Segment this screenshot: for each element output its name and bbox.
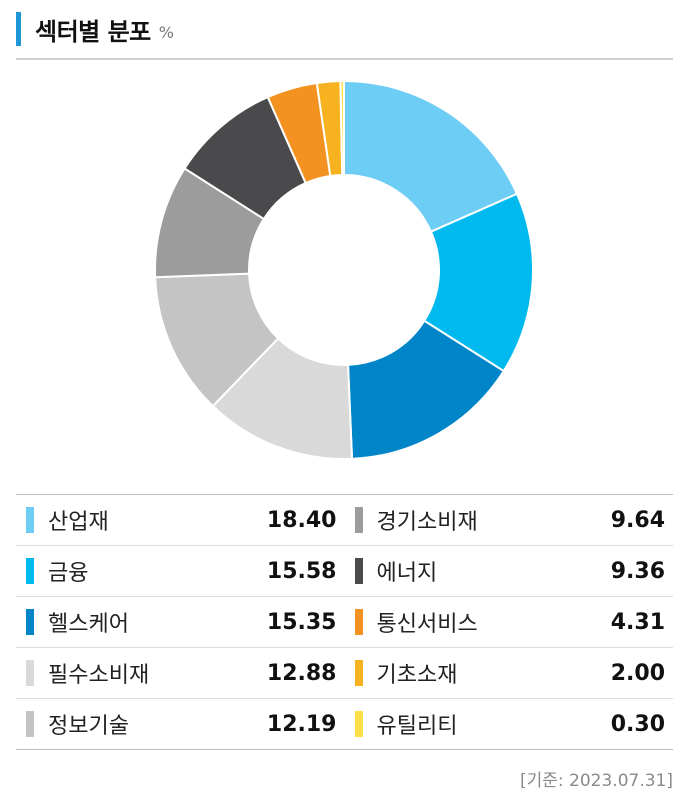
legend-label: 금융 (48, 561, 89, 586)
legend-row: 산업재 18.40 경기소비재 9.64 (16, 495, 673, 546)
legend-row: 정보기술 12.19 유틸리티 0.30 (16, 699, 673, 750)
legend-value: 4.31 (610, 609, 665, 635)
legend-item: 기초소재 2.00 (345, 648, 674, 698)
legend-swatch (26, 558, 34, 584)
legend-table: 산업재 18.40 경기소비재 9.64 금융 15.58 에너지 9.36 헬스케어 15.35… (16, 494, 673, 750)
legend-value: 12.19 (266, 711, 337, 737)
legend-label: 기초소재 (376, 663, 458, 688)
legend-item: 금융 15.58 (16, 546, 345, 596)
slice-10 (339, 79, 345, 177)
legend-value: 2.00 (610, 660, 665, 686)
legend-value: 15.35 (266, 609, 337, 635)
legend-swatch (26, 609, 34, 635)
donut-chart (154, 79, 534, 460)
legend-swatch (26, 507, 34, 533)
legend-item: 헬스케어 15.35 (16, 597, 345, 647)
legend-value: 18.40 (266, 507, 337, 533)
legend-row: 금융 15.58 에너지 9.36 (16, 546, 673, 597)
legend-value: 9.64 (610, 507, 665, 533)
legend-item: 필수소비재 12.88 (16, 648, 345, 698)
legend-swatch (354, 660, 363, 686)
slice-1 (343, 79, 519, 234)
chart-title: 섹터별 분포 (35, 17, 151, 46)
legend-swatch (26, 711, 34, 737)
legend-value: 0.30 (610, 711, 665, 737)
legend-swatch (354, 609, 363, 635)
legend-label: 정보기술 (48, 714, 129, 739)
legend-label: 통신서비스 (376, 612, 478, 637)
legend-item: 산업재 18.40 (16, 495, 345, 545)
legend-label: 산업재 (48, 510, 109, 535)
legend-swatch (354, 558, 363, 584)
legend-row: 헬스케어 15.35 통신서비스 4.31 (16, 597, 673, 648)
legend-swatch (26, 660, 34, 686)
title-accent-bar (16, 12, 21, 46)
reference-date: [기준: 2023.07.31] (519, 771, 673, 791)
legend-label: 경기소비재 (376, 510, 478, 535)
legend-row: 필수소비재 12.88 기초소재 2.00 (16, 648, 673, 699)
legend-label: 유틸리티 (376, 714, 458, 739)
legend-item: 유틸리티 0.30 (345, 699, 674, 749)
legend-label: 필수소비재 (48, 663, 150, 688)
legend-item: 통신서비스 4.31 (345, 597, 674, 647)
title-divider (16, 58, 673, 60)
legend-value: 15.58 (266, 558, 337, 584)
title-bar: 섹터별 분포 % (16, 12, 174, 46)
legend-value: 9.36 (610, 558, 665, 584)
legend-item: 경기소비재 9.64 (345, 495, 674, 545)
legend-swatch (354, 711, 363, 737)
legend-item: 정보기술 12.19 (16, 699, 345, 749)
unit-label: % (158, 22, 174, 42)
legend-label: 헬스케어 (48, 612, 129, 637)
legend-item: 에너지 9.36 (345, 546, 674, 596)
legend-value: 12.88 (266, 660, 337, 686)
legend-swatch (354, 507, 363, 533)
legend-label: 에너지 (376, 561, 438, 586)
slice-2 (422, 192, 534, 373)
